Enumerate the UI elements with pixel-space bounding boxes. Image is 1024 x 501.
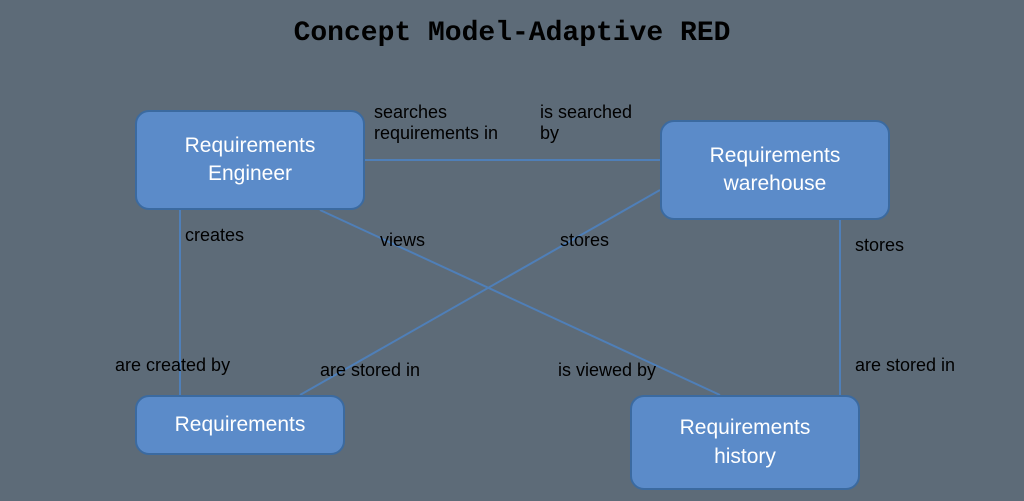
diagram-canvas: Concept Model-Adaptive RED Requirements … [0, 0, 1024, 501]
node-label: Requirements history [680, 414, 811, 471]
node-label: Requirements Engineer [185, 132, 316, 189]
edge-label-are-stored-in-hist: are stored in [855, 355, 955, 376]
edge-label-searches-requirements-in: searches requirements in [374, 102, 498, 144]
node-requirements-engineer: Requirements Engineer [135, 110, 365, 210]
edge-label-is-searched-by: is searched by [540, 102, 632, 144]
edge-label-is-viewed-by: is viewed by [558, 360, 656, 381]
node-requirements: Requirements [135, 395, 345, 455]
edge-label-creates: creates [185, 225, 244, 246]
edge-label-stores-wh-hist: stores [855, 235, 904, 256]
node-requirements-history: Requirements history [630, 395, 860, 490]
edge-label-are-stored-in-req: are stored in [320, 360, 420, 381]
node-requirements-warehouse: Requirements warehouse [660, 120, 890, 220]
edge-label-stores-wh-req: stores [560, 230, 609, 251]
edge-label-views: views [380, 230, 425, 251]
node-label: Requirements [175, 411, 306, 439]
diagram-title: Concept Model-Adaptive RED [0, 18, 1024, 49]
edge-label-are-created-by: are created by [115, 355, 230, 376]
node-label: Requirements warehouse [710, 142, 841, 199]
